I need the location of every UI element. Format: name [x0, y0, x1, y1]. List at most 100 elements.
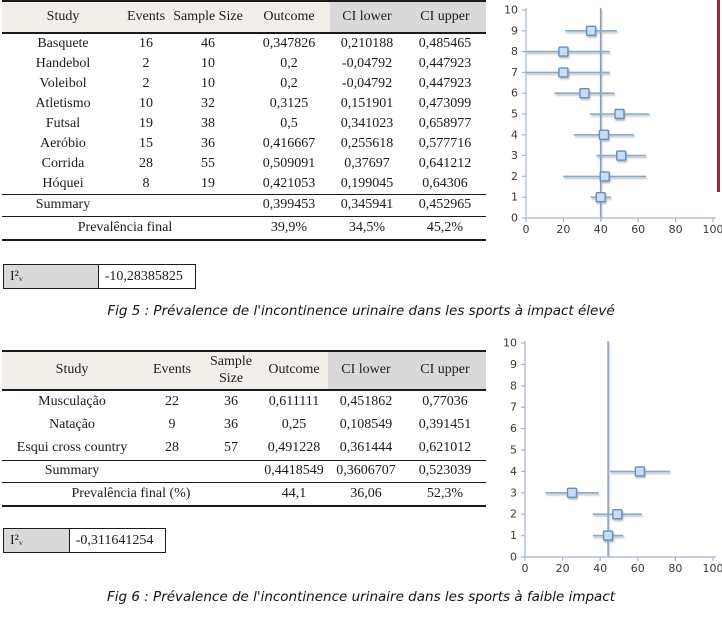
point-marker: [558, 67, 569, 78]
table-row: Esqui cross country 28 57 0,491228 0,361444 0…: [2, 437, 486, 461]
cell-events: 22: [165, 394, 179, 410]
y-tick-label: 9: [511, 24, 518, 37]
x-tick-label: 80: [668, 562, 682, 575]
y-tick-label: 8: [510, 379, 517, 392]
point-marker: [579, 87, 590, 99]
cell-outcome: 0,5: [280, 115, 298, 131]
point-marker: [602, 530, 614, 541]
cell-events: 16: [139, 35, 153, 51]
table-row: Natação 9 36 0,25 0,108549 0,391451: [2, 414, 486, 437]
cell-sample-size: 55: [201, 155, 215, 171]
table-row: Futsal 19 38 0,5 0,341023 0,658977: [2, 114, 486, 134]
fig5-table-body: Basquete 16 46 0,347826 0,210188 0,485465 Hand…: [2, 33, 486, 195]
point-marker: [595, 191, 606, 203]
y-tick-label: 7: [511, 66, 518, 79]
cell-ci-lower: 0,341023: [340, 115, 394, 131]
fig5-table: Study Events Sample Size Outcome CI lowe…: [2, 0, 486, 241]
cell-sample-size: 19: [201, 175, 215, 191]
cell-sample-size: 36: [224, 417, 238, 433]
cell-events: 28: [139, 155, 153, 171]
fig6-caption: Fig 6 : Prévalence de l'incontinence uri…: [106, 589, 616, 605]
cell-outcome: 0,2: [280, 55, 298, 71]
cell-study: Handebol: [35, 55, 91, 71]
i2v-value: -0,311641254: [68, 528, 166, 553]
x-tick-label: 20: [556, 223, 570, 236]
red-edge-line: [717, 0, 720, 192]
col-header-outcome: Outcome: [260, 351, 328, 390]
final-ci-upper: 52,3%: [426, 485, 464, 501]
cell-events: 15: [139, 135, 153, 151]
x-tick-label: 60: [631, 223, 645, 236]
point-marker: [599, 171, 610, 182]
cell-events: 19: [139, 115, 153, 131]
cell-ci-upper: 0,391451: [418, 417, 472, 433]
cell-sample-size: 38: [201, 115, 215, 131]
cell-study: Futsal: [45, 115, 81, 131]
col-header-study: Study: [2, 1, 124, 33]
fig6-i2v-box: I²ᵥ -0,311641254: [3, 528, 166, 553]
cell-ci-lower: -0,04792: [341, 55, 393, 71]
x-tick-label: 20: [556, 562, 570, 575]
final-prevalence-label: Prevalência final (%): [71, 485, 191, 501]
table-row: Basquete 16 46 0,347826 0,210188 0,485465: [2, 33, 486, 54]
y-tick-label: 9: [510, 358, 517, 371]
cell-outcome: 0,416667: [262, 135, 316, 151]
i2v-value: -10,28385825: [97, 264, 196, 289]
cell-ci-lower: -0,04792: [341, 75, 393, 91]
cell-ci-lower: 0,451862: [339, 394, 393, 410]
point-marker: [614, 108, 625, 120]
summary-outcome: 0,4418549: [264, 463, 324, 479]
cell-study: Natação: [49, 417, 95, 433]
cell-events: 2: [142, 75, 150, 91]
summary-ci-upper: 0,452965: [418, 197, 472, 213]
cell-sample-size: 46: [201, 35, 215, 51]
cell-study: Hóquei: [42, 175, 84, 191]
fig6-header-row: Study Events Sample Size Outcome CI lowe…: [2, 351, 486, 390]
cell-ci-upper: 0,485465: [418, 35, 472, 51]
y-tick-label: 7: [510, 401, 517, 414]
cell-outcome: 0,3125: [269, 95, 309, 111]
forest-series: [545, 341, 670, 556]
y-tick-label: 2: [510, 508, 517, 521]
summary-label: Summary: [35, 197, 91, 213]
fig5-header-row: Study Events Sample Size Outcome CI lowe…: [2, 1, 486, 33]
cell-study: Esqui cross country: [16, 440, 128, 456]
point-marker: [585, 25, 597, 36]
x-tick-label: 80: [669, 223, 683, 236]
cell-ci-upper: 0,577716: [418, 135, 472, 151]
cell-events: 2: [142, 55, 150, 71]
x-tick-label: 100: [703, 223, 722, 236]
cell-ci-lower: 0,210188: [340, 35, 394, 51]
y-tick-label: 4: [511, 128, 518, 141]
fig5-summary-row: Summary 0,399453 0,345941 0,452965: [2, 194, 486, 217]
cell-outcome: 0,347826: [262, 35, 316, 51]
cell-ci-lower: 0,199045: [340, 175, 394, 191]
cell-ci-lower: 0,151901: [340, 95, 394, 111]
cell-study: Basquete: [37, 35, 89, 51]
fig6-final-row: Prevalência final (%) 44,1 36,06 52,3%: [2, 483, 486, 506]
cell-events: 28: [165, 440, 179, 456]
cell-ci-lower: 0,108549: [339, 417, 393, 433]
point-marker: [558, 46, 569, 57]
col-header-events: Events: [124, 1, 168, 33]
cell-study: Atletismo: [35, 95, 91, 111]
x-tick-label: 0: [523, 223, 530, 236]
y-tick-label: 6: [511, 87, 518, 100]
fig5-final-row: Prevalência final 39,9% 34,5% 45,2%: [2, 217, 486, 240]
final-outcome: 44,1: [281, 485, 307, 501]
table-row: Atletismo 10 32 0,3125 0,151901 0,473099: [2, 94, 486, 114]
x-tick-label: 0: [522, 562, 529, 575]
cell-outcome: 0,509091: [262, 155, 316, 171]
y-tick-label: 1: [510, 529, 517, 542]
col-header-events: Events: [142, 351, 202, 390]
cell-outcome: 0,491228: [267, 440, 321, 456]
fig6-table: Study Events Sample Size Outcome CI lowe…: [2, 350, 486, 507]
cell-sample-size: 36: [224, 394, 238, 410]
col-header-ci-upper: CI upper: [404, 1, 486, 33]
cell-outcome: 0,421053: [262, 175, 316, 191]
x-tick-label: 40: [593, 562, 607, 575]
cell-ci-lower: 0,37697: [344, 155, 390, 171]
col-header-ci-upper: CI upper: [404, 351, 486, 390]
